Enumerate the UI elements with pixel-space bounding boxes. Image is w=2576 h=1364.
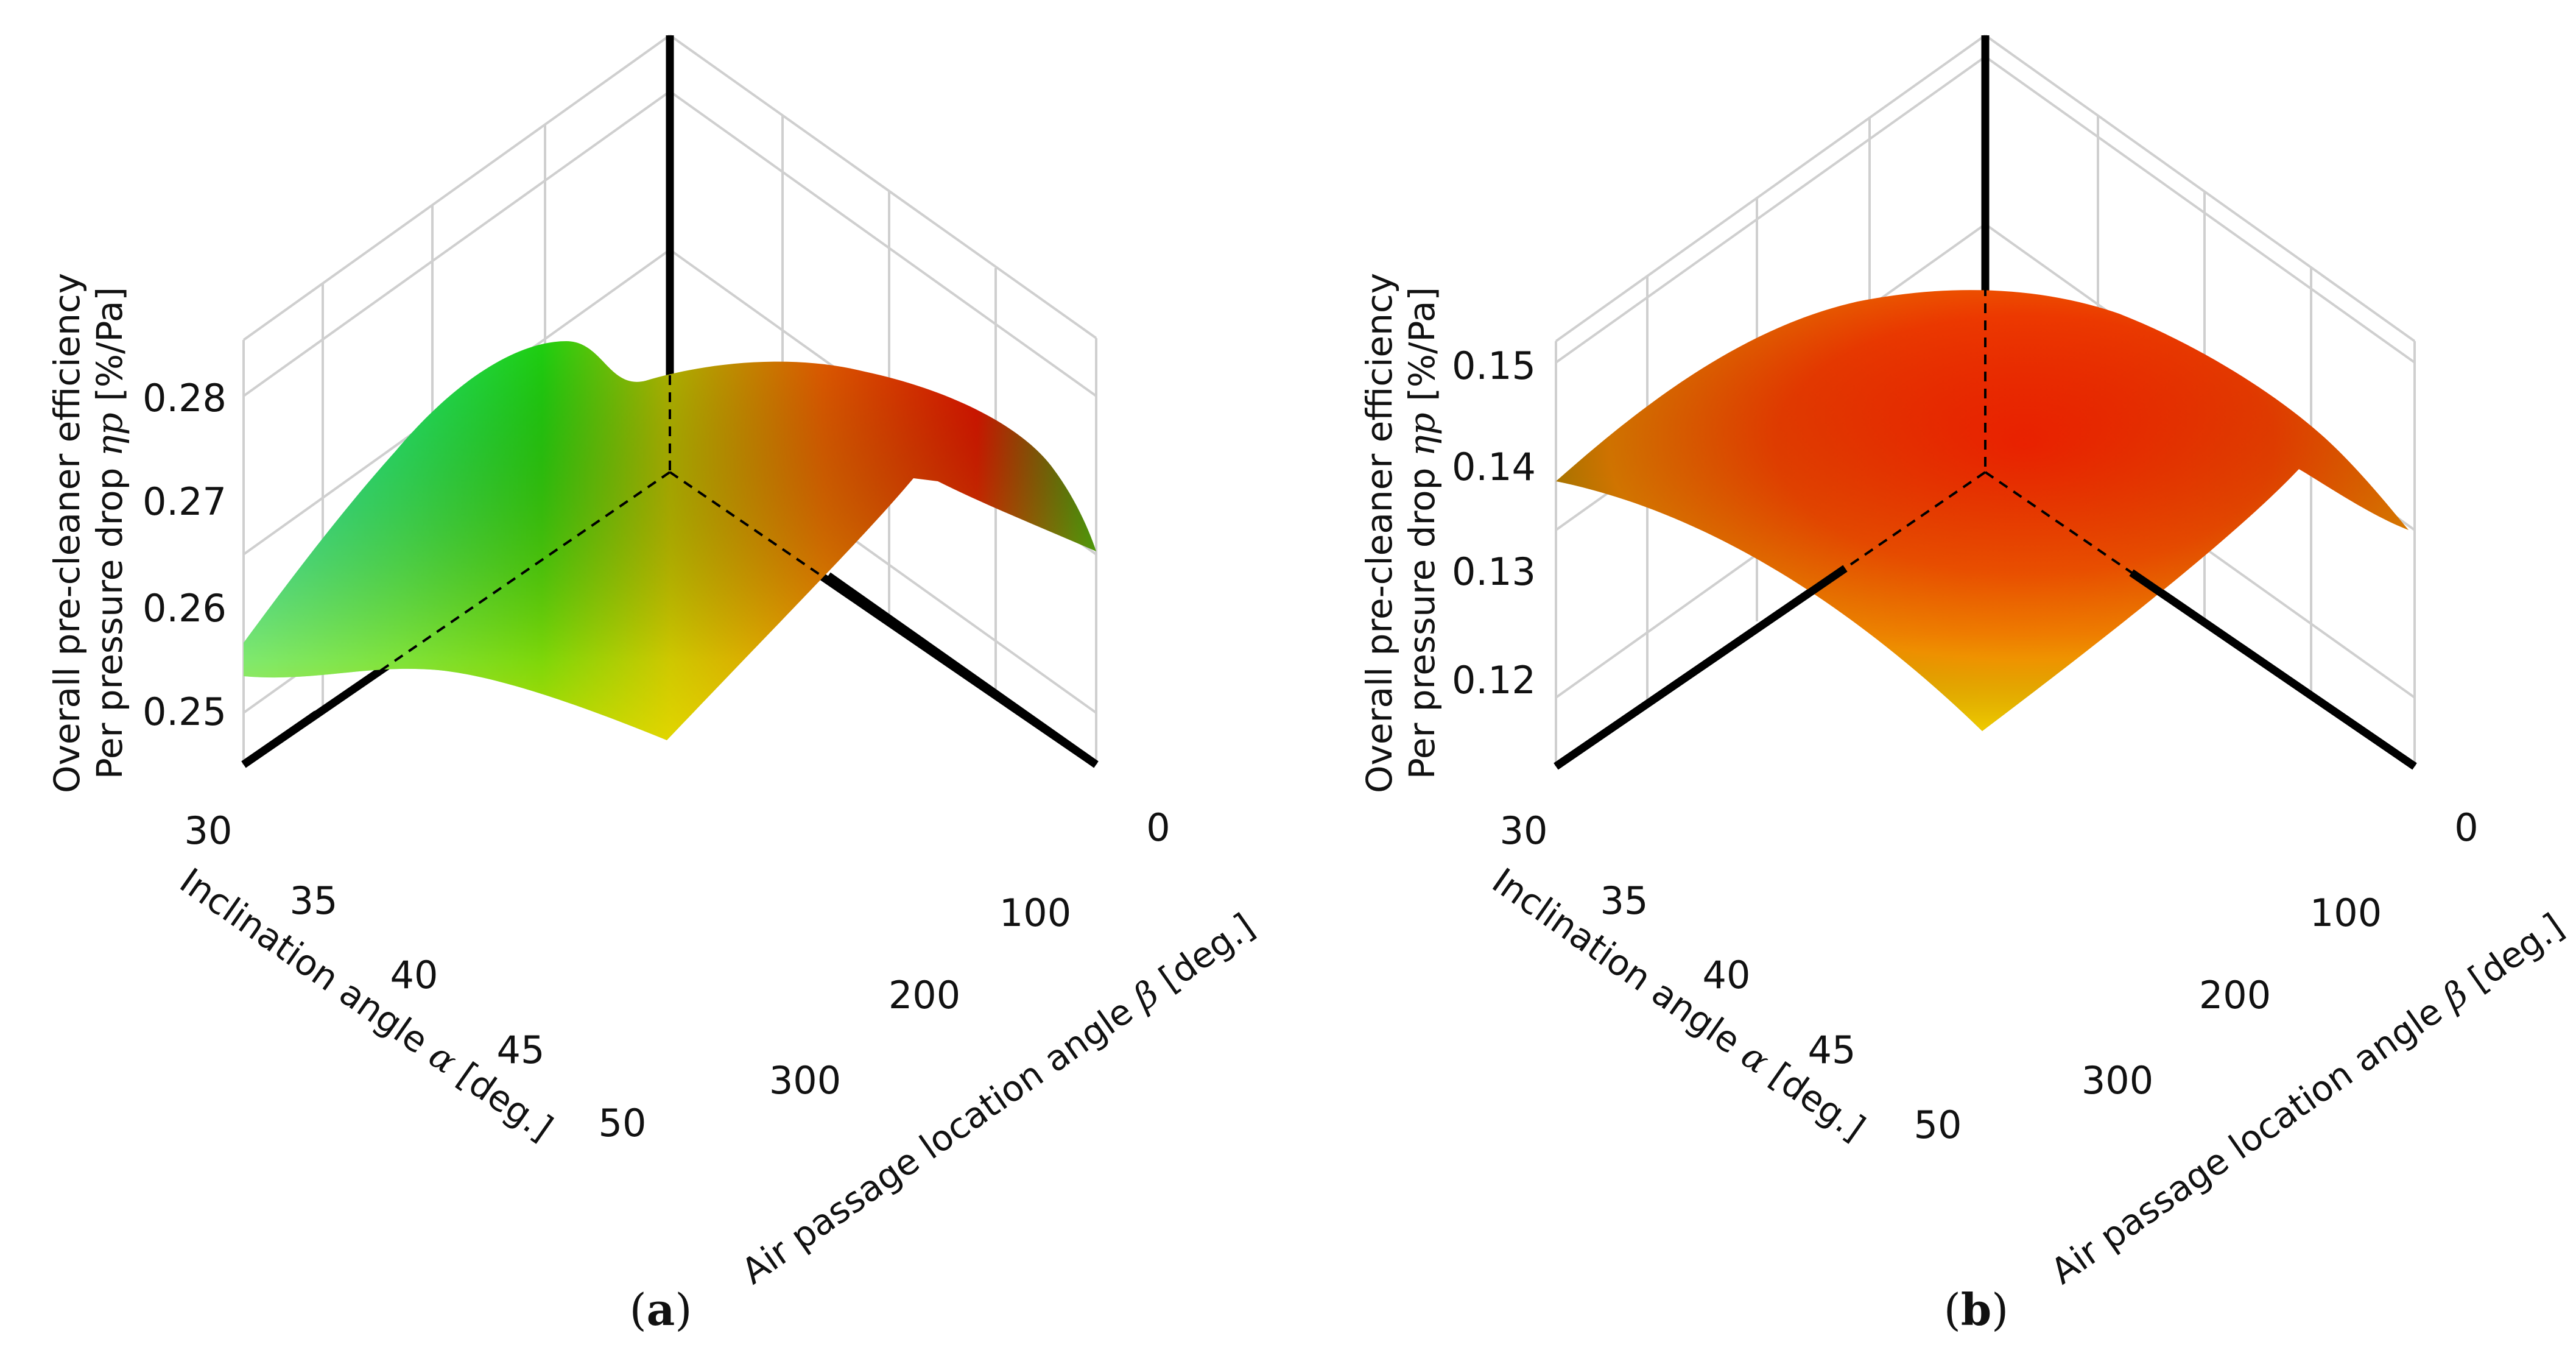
- x-tick-label: 35: [1600, 878, 1649, 923]
- y-label-unit: [deg.]: [2461, 905, 2571, 1000]
- x-label-symbol: α: [1734, 1034, 1777, 1082]
- surface-b: [1556, 290, 2409, 731]
- x-tick-label: 50: [1914, 1103, 1962, 1147]
- x-axis-label-a: Inclination angle α [deg.]: [172, 860, 560, 1148]
- y-tick-label: 100: [999, 891, 1071, 935]
- svg-text:Overall pre-cleaner efficiency: Overall pre-cleaner efficiency: [1359, 273, 1400, 793]
- panel-b: 0.12 0.13 0.14 0.15 30 35 40 45 50 0 100…: [1359, 34, 2571, 1335]
- z-label-line2: Per pressure drop: [89, 468, 130, 780]
- svg-text:Inclination angle α [deg.]: Inclination angle α [deg.]: [1485, 860, 1873, 1148]
- svg-text:Inclination angle α [deg.]: Inclination angle α [deg.]: [172, 860, 560, 1148]
- axis-left-front-b: [1554, 565, 1848, 770]
- y-ticks-a: 0 100 200 300: [769, 805, 1170, 1103]
- x-tick-label: 40: [390, 953, 438, 997]
- x-tick-label: 30: [185, 808, 233, 853]
- y-tick-label: 0: [2454, 805, 2478, 850]
- z-ticks-b: 0.12 0.13 0.14 0.15: [1452, 344, 1536, 702]
- x-tick-label: 50: [599, 1101, 647, 1145]
- z-tick-label: 0.12: [1452, 658, 1536, 702]
- x-tick-label: 45: [1808, 1028, 1856, 1072]
- panel-caption-a: (a): [630, 1284, 692, 1335]
- svg-text:Overall pre-cleaner efficiency: Overall pre-cleaner efficiency: [46, 273, 88, 793]
- z-tick-label: 0.14: [1452, 445, 1536, 489]
- y-tick-label: 0: [1146, 805, 1170, 850]
- y-label-symbol: β: [2434, 972, 2476, 1019]
- panel-letter-b: b: [1961, 1284, 1991, 1335]
- z-tick-label: 0.28: [143, 376, 227, 420]
- z-label-line1: Overall pre-cleaner efficiency: [46, 273, 88, 793]
- axis-right-front-b: [2129, 569, 2417, 770]
- x-tick-label: 40: [1703, 953, 1751, 997]
- hidden-axes-b: [1835, 286, 2142, 580]
- z-label-line2: Per pressure drop: [1401, 468, 1443, 780]
- axis-right-front-a: [826, 572, 1099, 768]
- x-tick-label: 35: [290, 878, 338, 923]
- y-tick-label: 200: [2199, 973, 2271, 1017]
- y-tick-label: 200: [889, 973, 960, 1017]
- x-ticks-a: 30 35 40 45 50: [185, 808, 647, 1145]
- svg-text:Per pressure drop ηp [%/Pa]: Per pressure drop ηp [%/Pa]: [1401, 287, 1443, 779]
- y-tick-label: 100: [2310, 891, 2382, 935]
- x-tick-label: 45: [497, 1028, 545, 1072]
- z-tick-label: 0.27: [143, 479, 227, 524]
- panel-a: 0.25 0.26 0.27 0.28 30 35 40 45 50 0 100…: [46, 34, 1262, 1335]
- z-label-symbol: ηp: [1401, 412, 1443, 456]
- z-tick-label: 0.15: [1452, 344, 1536, 388]
- z-tick-label: 0.25: [143, 690, 227, 734]
- axis-left-front-a: [241, 710, 319, 768]
- z-tick-label: 0.13: [1452, 549, 1536, 594]
- z-ticks-a: 0.25 0.26 0.27 0.28: [143, 376, 227, 734]
- z-label-symbol: ηp: [89, 412, 130, 456]
- y-ticks-b: 0 100 200 300: [2082, 805, 2479, 1103]
- y-label-text: Air passage location angle: [2043, 991, 2449, 1293]
- y-tick-label: 300: [2082, 1058, 2153, 1103]
- panel-letter-a: a: [647, 1284, 675, 1335]
- y-tick-label: 300: [769, 1058, 841, 1103]
- z-axis-label-a: Overall pre-cleaner efficiency Per press…: [46, 273, 130, 793]
- x-label-symbol: α: [421, 1034, 465, 1082]
- z-label-line1: Overall pre-cleaner efficiency: [1359, 273, 1400, 793]
- z-axis-label-b: Overall pre-cleaner efficiency Per press…: [1359, 273, 1443, 793]
- z-label-unit: [%/Pa]: [89, 287, 130, 401]
- x-tick-label: 30: [1500, 808, 1548, 853]
- y-label-text: Air passage location angle: [734, 991, 1140, 1293]
- svg-text:Per pressure drop ηp [%/Pa]: Per pressure drop ηp [%/Pa]: [89, 287, 130, 779]
- z-label-unit: [%/Pa]: [1401, 287, 1443, 401]
- x-axis-label-b: Inclination angle α [deg.]: [1485, 860, 1873, 1148]
- y-label-symbol: β: [1125, 972, 1166, 1019]
- x-ticks-b: 30 35 40 45 50: [1500, 808, 1962, 1147]
- surface-a: [244, 341, 1096, 740]
- z-tick-label: 0.26: [143, 586, 227, 631]
- y-label-unit: [deg.]: [1152, 905, 1262, 1000]
- panel-caption-b: (b): [1944, 1284, 2009, 1335]
